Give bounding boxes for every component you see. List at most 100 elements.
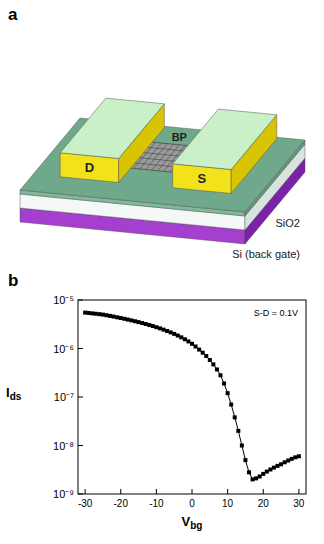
x-tick-label: 20 xyxy=(258,498,270,509)
data-point xyxy=(236,429,240,433)
data-point xyxy=(169,330,173,334)
x-tick xyxy=(85,489,86,494)
data-point xyxy=(194,344,198,348)
data-point xyxy=(268,468,272,472)
data-point xyxy=(126,318,130,322)
data-point xyxy=(122,317,126,321)
data-point xyxy=(283,460,287,464)
plot-area xyxy=(83,311,301,482)
data-point xyxy=(151,324,155,328)
data-point xyxy=(183,337,187,341)
panel-label: a xyxy=(8,5,18,24)
bp-label: BP xyxy=(172,131,187,143)
data-point xyxy=(211,362,215,366)
data-point xyxy=(172,332,176,336)
data-point xyxy=(276,464,280,468)
data-point xyxy=(254,476,258,480)
data-point xyxy=(119,316,123,320)
y-tick xyxy=(78,397,83,398)
data-point xyxy=(87,311,91,315)
x-tick-label: -20 xyxy=(114,498,129,509)
y-tick xyxy=(78,494,83,495)
x-tick-label: 0 xyxy=(189,498,195,509)
series-line xyxy=(85,313,299,480)
sio2-label: SiO2 xyxy=(276,217,300,229)
data-point xyxy=(147,323,151,327)
electrode-top xyxy=(173,109,277,169)
data-point xyxy=(97,312,101,316)
x-tick-label: -30 xyxy=(78,498,93,509)
data-point xyxy=(219,373,223,377)
data-point xyxy=(140,321,144,325)
data-point xyxy=(286,459,290,463)
data-point xyxy=(94,312,98,316)
data-point xyxy=(233,415,237,419)
data-point xyxy=(272,466,276,470)
data-point xyxy=(204,354,208,358)
data-point xyxy=(208,358,212,362)
x-tick-label: 10 xyxy=(222,498,234,509)
y-tick-label: 10⁻⁸ xyxy=(53,440,74,452)
x-axis-title: Vbg xyxy=(182,514,203,531)
data-point xyxy=(165,329,169,333)
y-tick-label: 10⁻⁵ xyxy=(53,294,74,306)
electrode-top xyxy=(60,98,164,158)
data-point xyxy=(137,320,141,324)
panel-label: b xyxy=(8,271,18,290)
data-point xyxy=(83,311,87,315)
data-point xyxy=(251,477,255,481)
x-tick xyxy=(227,489,228,494)
si-label: Si (back gate) xyxy=(232,248,300,260)
data-point xyxy=(190,342,194,346)
data-point xyxy=(144,322,148,326)
data-point xyxy=(154,325,158,329)
y-axis-title: Ids xyxy=(6,385,22,402)
data-point xyxy=(258,474,262,478)
data-point xyxy=(90,311,94,315)
data-point xyxy=(115,315,119,319)
data-point xyxy=(229,403,233,407)
data-point xyxy=(215,367,219,371)
data-point xyxy=(158,326,162,330)
data-point xyxy=(290,457,294,461)
data-point xyxy=(222,381,226,385)
plot-frame xyxy=(78,300,306,494)
data-point xyxy=(112,315,116,319)
data-point xyxy=(129,318,133,322)
data-point xyxy=(186,339,190,343)
data-point xyxy=(176,334,180,338)
data-point xyxy=(243,458,247,462)
data-point xyxy=(240,444,244,448)
data-point xyxy=(293,455,297,459)
x-tick xyxy=(120,489,121,494)
data-point xyxy=(265,470,269,474)
y-tick-label: 10⁻⁷ xyxy=(54,391,74,403)
y-tick xyxy=(78,348,83,349)
source-label: S xyxy=(198,171,207,186)
data-point xyxy=(261,472,265,476)
x-tick xyxy=(263,489,264,494)
data-point xyxy=(133,319,137,323)
x-tick-label: -10 xyxy=(149,498,164,509)
data-point xyxy=(105,313,109,317)
data-point xyxy=(101,313,105,317)
y-tick xyxy=(78,445,83,446)
data-point xyxy=(297,454,301,458)
x-tick-label: 30 xyxy=(293,498,305,509)
data-point xyxy=(197,348,201,352)
data-point xyxy=(201,351,205,355)
x-tick xyxy=(298,489,299,494)
data-point xyxy=(279,462,283,466)
data-point xyxy=(162,328,166,332)
figure: a D BP S SiO2 Si (back gate) b -30 -20 -10 0 10 20 30… xyxy=(0,0,324,544)
data-point xyxy=(108,314,112,318)
y-tick-label: 10⁻⁶ xyxy=(53,343,74,355)
y-tick xyxy=(78,300,83,301)
y-tick-label: 10⁻⁹ xyxy=(53,488,74,500)
drain-label: D xyxy=(85,160,94,175)
data-point xyxy=(179,335,183,339)
annotation: S-D = 0.1V xyxy=(254,308,298,318)
data-point xyxy=(247,470,251,474)
x-tick xyxy=(192,489,193,494)
x-tick xyxy=(156,489,157,494)
